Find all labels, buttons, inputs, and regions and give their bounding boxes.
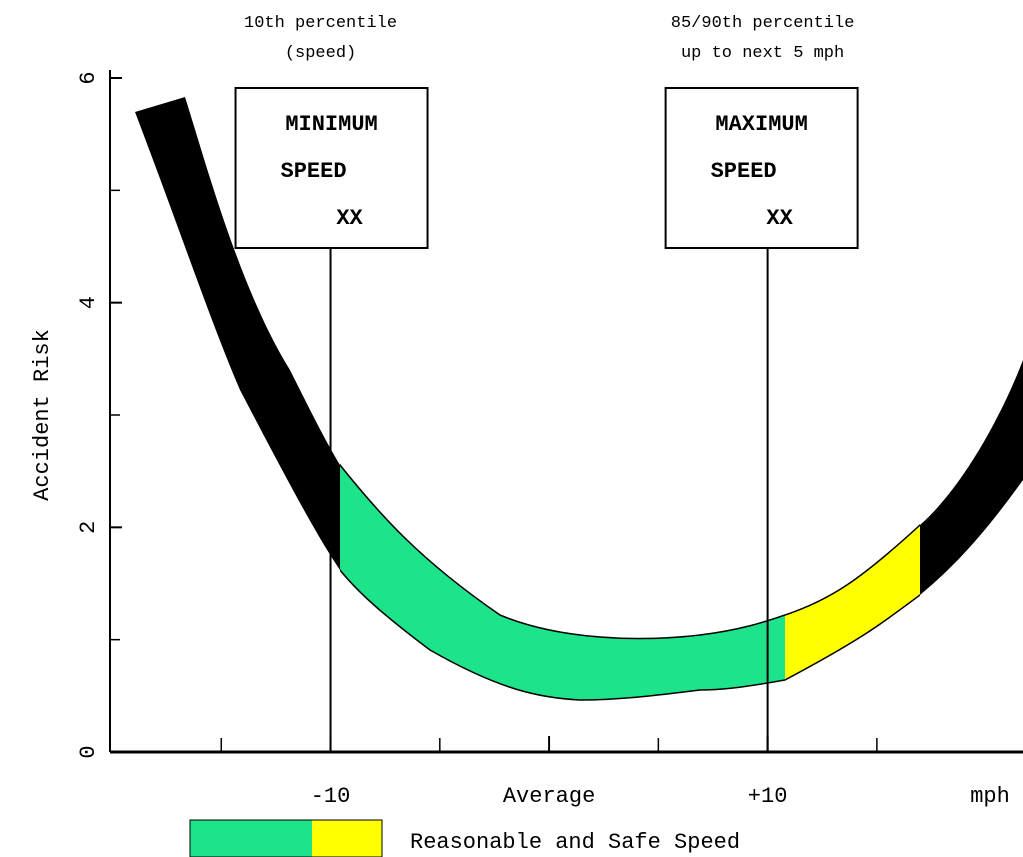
x-tick-label: -10: [311, 784, 351, 809]
y-tick-label: 0: [76, 745, 101, 758]
legend-swatch-border: [189, 819, 383, 857]
box-text: XX: [766, 206, 793, 231]
box-text: MINIMUM: [285, 112, 377, 137]
legend-label: Reasonable and Safe Speed: [410, 830, 740, 855]
y-tick-label: 2: [76, 521, 101, 534]
box-text: XX: [336, 206, 363, 231]
x-tick-label: +10: [748, 784, 788, 809]
box-text: MAXIMUM: [715, 112, 807, 137]
y-axis-label: Accident Risk: [30, 329, 55, 501]
annotation-box: [234, 87, 429, 249]
annotation-text: (speed): [285, 44, 356, 63]
x-axis-label: mph: [970, 784, 1010, 809]
y-tick-label: 4: [76, 296, 101, 309]
x-tick-label: Average: [503, 784, 595, 809]
legend-swatch: [190, 820, 312, 857]
box-text: SPEED: [281, 159, 347, 184]
box-text: SPEED: [711, 159, 777, 184]
annotation-text: 85/90th percentile: [671, 14, 855, 33]
annotation-box: [664, 87, 859, 249]
annotation-text: up to next 5 mph: [681, 44, 844, 63]
legend-swatch: [312, 820, 382, 857]
annotation-text: 10th percentile: [244, 14, 397, 33]
y-tick-label: 6: [76, 71, 101, 84]
